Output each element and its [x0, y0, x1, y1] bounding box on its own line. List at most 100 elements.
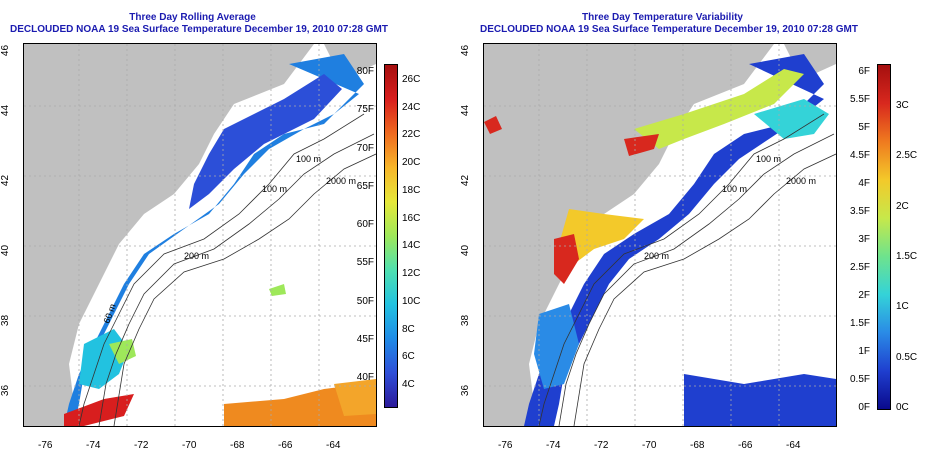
colorbar-label: 12C: [402, 268, 421, 280]
colorbar-label: 0F: [858, 402, 870, 413]
land: [34, 354, 64, 426]
colorbar-label: 0C: [896, 402, 909, 413]
colorbar-label: 75F: [356, 104, 374, 116]
colorbar-label: 4.5F: [849, 150, 870, 161]
right-colorbar: [877, 64, 891, 410]
colorbar-label: 2.5C: [896, 150, 918, 162]
left-sst-map: 100 m 100 m 2000 m 200 m 60 m: [23, 43, 377, 427]
lat-tick: 42: [460, 174, 472, 187]
lon-tick: -68: [690, 440, 705, 451]
bathymetry-contours: [538, 113, 836, 426]
colorbar-label: 3F: [858, 234, 870, 245]
colorbar-label: 0.5F: [849, 374, 870, 385]
lon-tick: -74: [546, 440, 561, 451]
colorbar-label: 22C: [402, 129, 421, 141]
variability-high: [634, 69, 804, 149]
lon-tick: -70: [642, 440, 657, 451]
sst-cold-patch: [189, 74, 342, 209]
sst-warm-patch: [64, 394, 134, 426]
left-title-line1: Three Day Rolling Average: [129, 12, 256, 23]
lon-tick: -76: [498, 440, 513, 451]
graticule: [24, 44, 376, 426]
svg-text:100 m: 100 m: [756, 154, 781, 164]
colorbar-label: 5.5F: [849, 94, 870, 105]
colorbar-label: 55F: [356, 257, 374, 269]
left-title-line2: DECLOUDED NOAA 19 Sea Surface Temperatur…: [10, 24, 388, 35]
lat-tick: 38: [0, 314, 12, 327]
contour-labels: 100 m 100 m 2000 m 200 m: [644, 154, 816, 261]
svg-text:100 m: 100 m: [722, 184, 747, 194]
colorbar-label: 1C: [896, 301, 909, 313]
right-title-line2: DECLOUDED NOAA 19 Sea Surface Temperatur…: [480, 24, 858, 35]
variability-low: [684, 374, 836, 426]
lat-tick: 36: [460, 384, 472, 397]
variability-mid: [754, 99, 829, 139]
colorbar-label: 6C: [402, 351, 415, 363]
colorbar-label: 45F: [356, 333, 374, 345]
colorbar-label: 20C: [402, 157, 421, 169]
lon-tick: -72: [134, 440, 149, 451]
colorbar-label: 16C: [402, 212, 421, 224]
svg-text:100 m: 100 m: [262, 184, 287, 194]
colorbar-label: 26C: [402, 74, 421, 85]
colorbar-label: 65F: [356, 180, 374, 192]
right-variability-map: 100 m 100 m 2000 m 200 m: [483, 43, 837, 427]
right-title-line1: Three Day Temperature Variability: [582, 12, 743, 23]
sst-green-patch: [109, 339, 136, 364]
variability-high: [624, 134, 659, 156]
svg-text:200 m: 200 m: [184, 251, 209, 261]
lon-tick: -66: [738, 440, 753, 451]
right-map-svg: 100 m 100 m 2000 m 200 m: [484, 44, 836, 426]
lon-tick: -68: [230, 440, 245, 451]
land: [784, 44, 836, 74]
sst-isolated: [269, 284, 286, 296]
colorbar-label: 2F: [858, 290, 870, 301]
colorbar-label: 60F: [356, 219, 374, 230]
colorbar-label: 5F: [858, 122, 870, 133]
colorbar-label: 1.5C: [896, 251, 918, 262]
colorbar-label: 18C: [402, 184, 421, 196]
colorbar-label: 2.5F: [849, 262, 870, 273]
bathymetry-contours: [78, 113, 376, 426]
variability-high: [554, 234, 579, 284]
sst-warm-patch: [334, 379, 376, 416]
lon-tick: -70: [182, 440, 197, 451]
svg-text:2000 m: 2000 m: [786, 176, 816, 186]
lon-tick: -76: [38, 440, 53, 451]
lon-tick: -64: [786, 440, 801, 451]
variability-mid: [534, 304, 579, 389]
lat-tick: 42: [0, 174, 12, 187]
svg-text:200 m: 200 m: [644, 251, 669, 261]
colorbar-label: 3.5F: [849, 206, 870, 217]
colorbar-label: 14C: [402, 240, 421, 252]
colorbar-label: 80F: [356, 66, 374, 77]
lon-tick: -64: [326, 440, 341, 451]
lon-tick: -72: [594, 440, 609, 451]
land: [484, 44, 774, 426]
colorbar-label: 1.5F: [849, 318, 870, 329]
lat-tick: 40: [460, 244, 472, 257]
land: [24, 44, 314, 426]
colorbar-label: 6F: [858, 66, 870, 77]
colorbar-label: 0.5C: [896, 351, 918, 363]
lon-tick: -66: [278, 440, 293, 451]
lat-tick: 40: [0, 244, 12, 257]
graticule: [484, 44, 836, 426]
lat-tick: 38: [460, 314, 472, 327]
svg-text:100 m: 100 m: [296, 154, 321, 164]
lon-tick: -74: [86, 440, 101, 451]
variability-shelf: [524, 54, 824, 426]
lat-tick: 46: [0, 44, 12, 57]
colorbar-label: 2C: [896, 200, 909, 212]
svg-text:2000 m: 2000 m: [326, 176, 356, 186]
lat-tick: 36: [0, 384, 12, 397]
colorbar-label: 3C: [896, 100, 909, 111]
lat-tick: 44: [460, 104, 472, 117]
colorbar-label: 8C: [402, 323, 415, 335]
colorbar-label: 4F: [858, 178, 870, 189]
variability-high: [559, 209, 644, 264]
lat-tick: 46: [460, 44, 472, 57]
colorbar-label: 1F: [858, 346, 870, 357]
left-map-svg: 100 m 100 m 2000 m 200 m 60 m: [24, 44, 376, 426]
colorbar-label: 4C: [402, 379, 415, 390]
